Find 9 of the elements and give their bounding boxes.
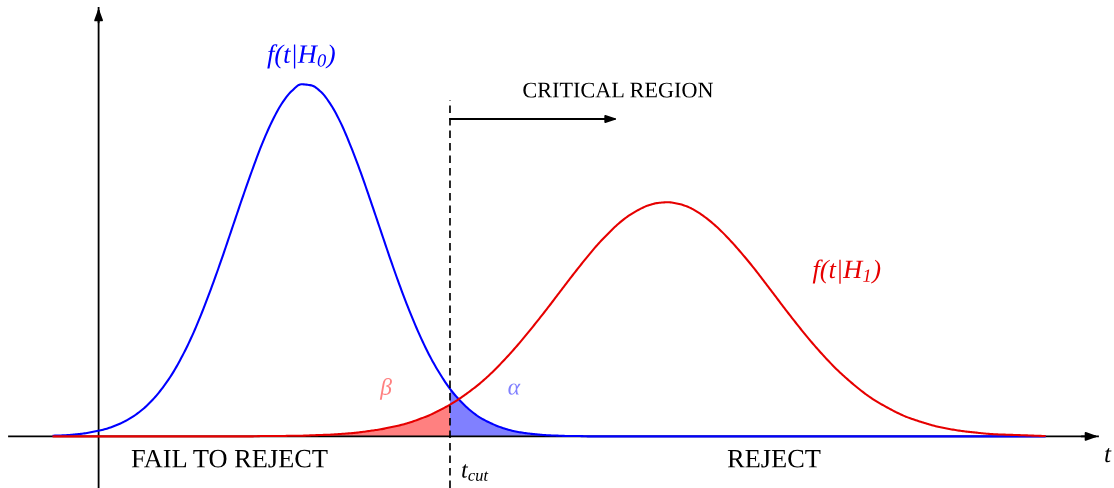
text: t$_{cut}$ xyxy=(462,464,489,481)
series-label: α xyxy=(508,383,521,395)
series-label: f(t|H$_{1}$) xyxy=(812,259,881,284)
text: REJECT xyxy=(727,449,821,468)
text: FAIL TO REJECT xyxy=(131,449,328,468)
x-axis-title: t xyxy=(1105,447,1112,463)
series-label: β xyxy=(379,378,392,400)
annotation: CRITICAL REGION xyxy=(523,82,714,98)
series-label: f(t|H$_{0}$) xyxy=(267,44,335,69)
